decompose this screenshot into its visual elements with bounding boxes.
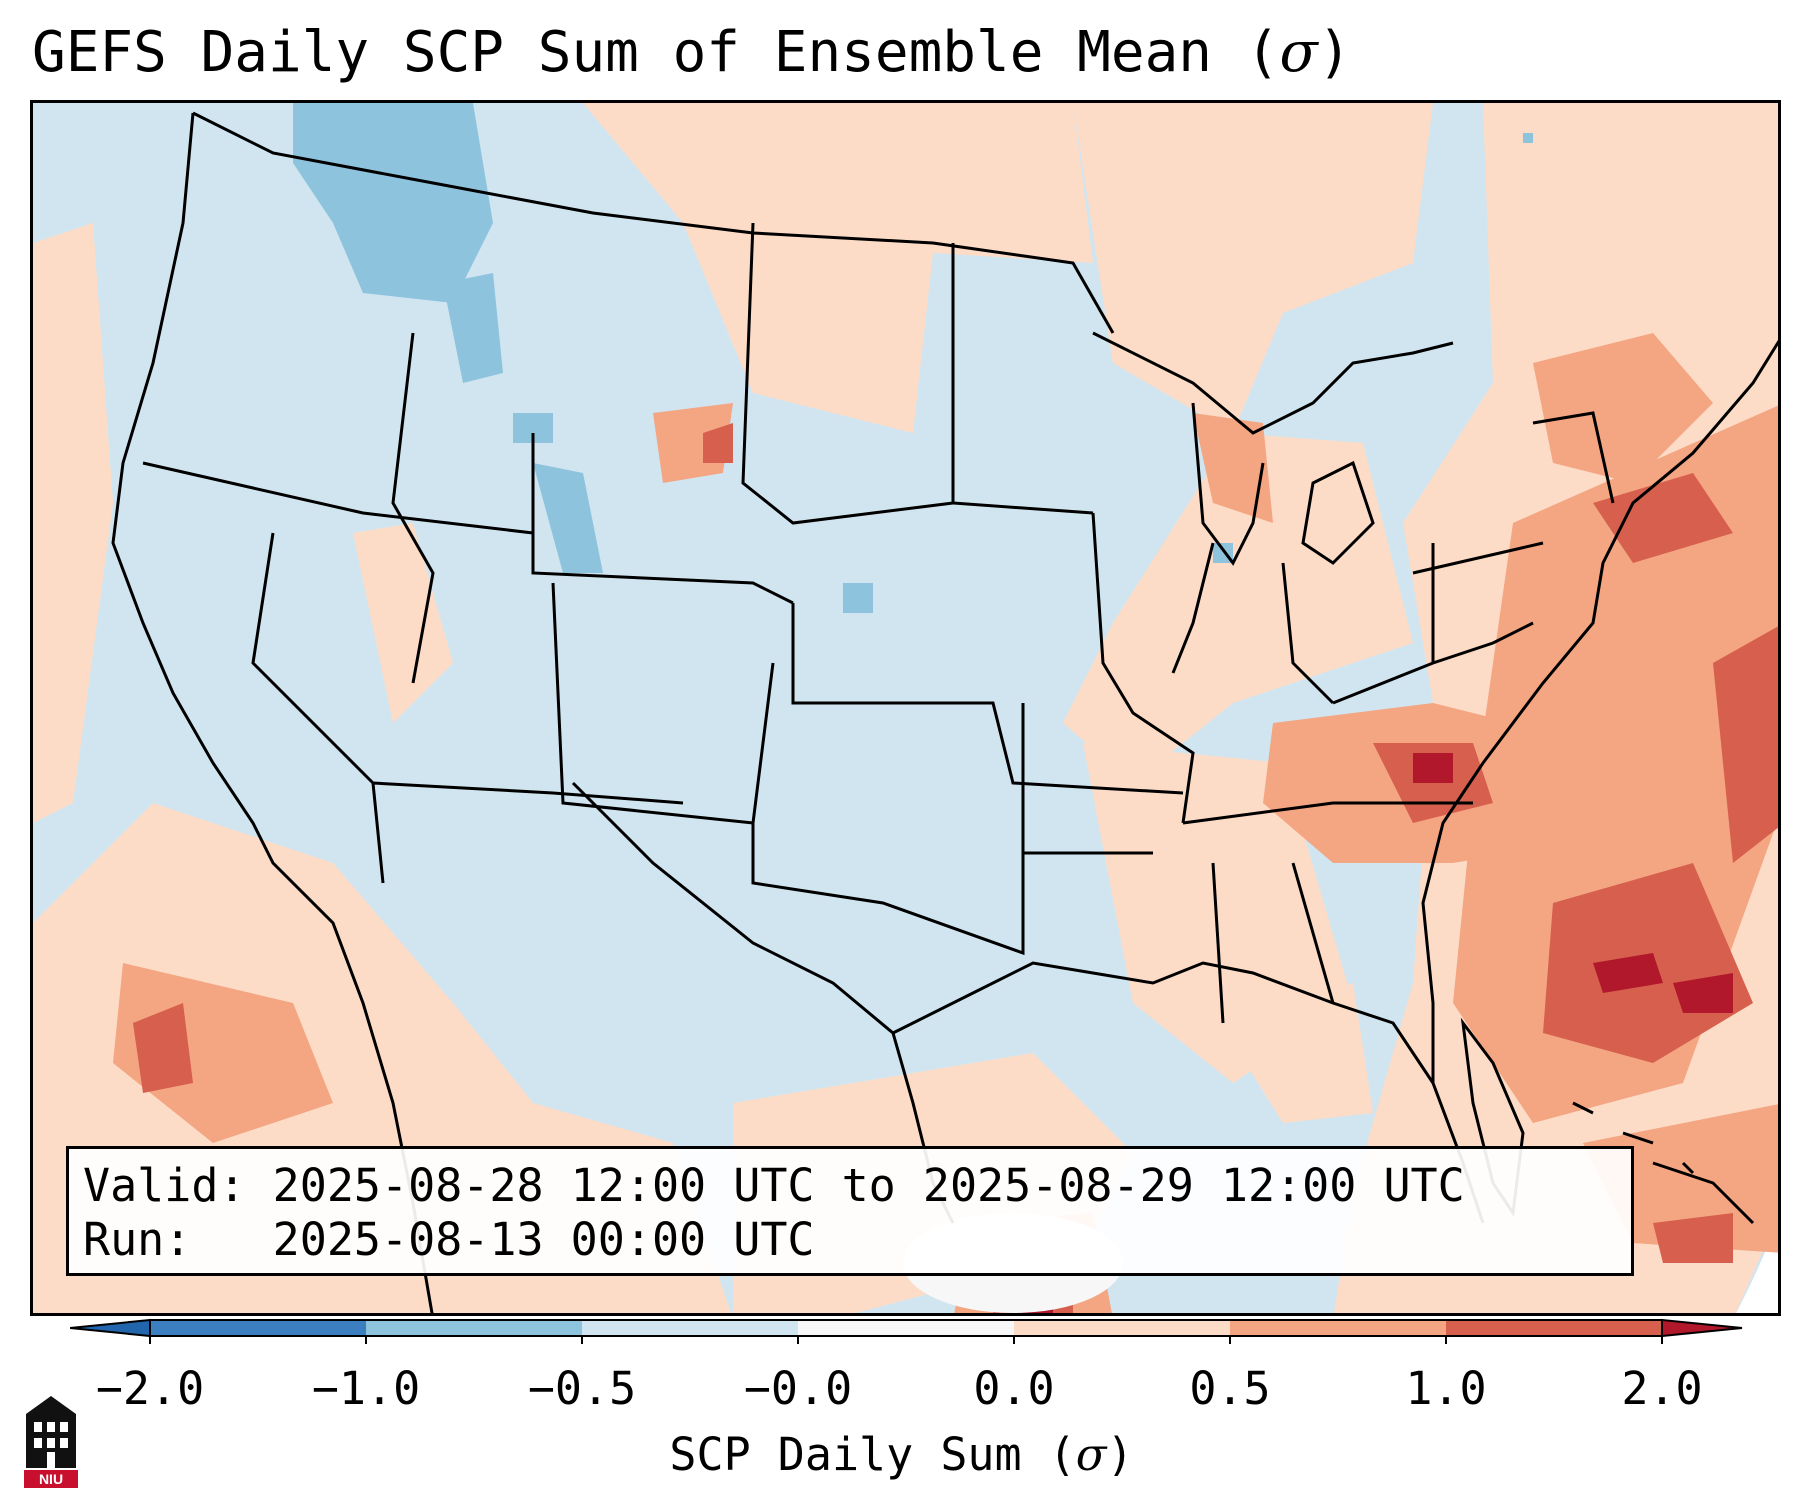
colorbar-segment-7 [1446,1320,1662,1336]
colorbar-min-extend [70,1318,151,1338]
colorbar [70,1318,1743,1344]
colorbar-tick: 0.0 [973,1362,1055,1415]
colorbar-tick: 0.5 [1189,1362,1271,1415]
map-title: GEFS Daily SCP Sum of Ensemble Mean (σ) [32,20,1352,85]
map-panel [30,100,1781,1316]
niu-logo-icon: NIU [24,1396,78,1488]
colorbar-max-extend [1661,1318,1743,1338]
colorbar-tick: −0.5 [527,1362,637,1415]
colorbar-segment-3 [582,1320,798,1336]
colorbar-tick: −1.0 [311,1362,421,1415]
svg-text:NIU: NIU [39,1471,63,1487]
run-value: 2025-08-13 00:00 UTC [272,1213,815,1266]
colorbar-tick: 2.0 [1621,1362,1703,1415]
colorbar-segment-2 [366,1320,582,1336]
colorbar-tick: −0.0 [743,1362,853,1415]
scp-field-map [33,103,1778,1313]
run-label: Run: [83,1213,192,1266]
valid-value: 2025-08-28 12:00 UTC to 2025-08-29 12:00… [272,1159,1465,1212]
colorbar-segment-6 [1230,1320,1446,1336]
colorbar-segment-1 [150,1320,366,1336]
valid-run-info-box: Valid: 2025-08-28 12:00 UTC to 2025-08-2… [66,1146,1634,1276]
colorbar-segment-5 [1014,1320,1230,1336]
colorbar-tick: −2.0 [95,1362,205,1415]
colorbar-label: SCP Daily Sum (σ) [669,1428,1134,1481]
valid-label: Valid: [83,1159,246,1212]
state-borders [111,111,1778,1313]
colorbar-tick: 1.0 [1405,1362,1487,1415]
negative-anomaly [293,103,1533,613]
colorbar-segment-4 [798,1320,1014,1336]
